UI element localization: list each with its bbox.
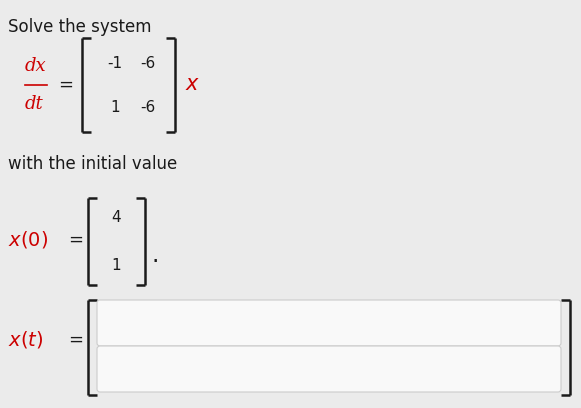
Text: =: = (68, 331, 83, 349)
Text: -6: -6 (141, 55, 156, 71)
Text: with the initial value: with the initial value (8, 155, 177, 173)
Text: 4: 4 (111, 211, 121, 226)
Text: dt: dt (25, 95, 44, 113)
Text: $x$: $x$ (185, 75, 200, 95)
Text: 1: 1 (110, 100, 120, 115)
Text: =: = (68, 231, 83, 249)
Text: $x(0)$: $x(0)$ (8, 229, 48, 251)
Text: $x(t)$: $x(t)$ (8, 330, 43, 350)
Text: .: . (152, 243, 159, 267)
Text: 1: 1 (111, 257, 121, 273)
FancyBboxPatch shape (97, 346, 561, 392)
Text: dx: dx (25, 57, 46, 75)
Text: Solve the system: Solve the system (8, 18, 152, 36)
FancyBboxPatch shape (97, 300, 561, 346)
Text: -6: -6 (141, 100, 156, 115)
Text: =: = (58, 76, 73, 94)
Text: -1: -1 (107, 55, 123, 71)
